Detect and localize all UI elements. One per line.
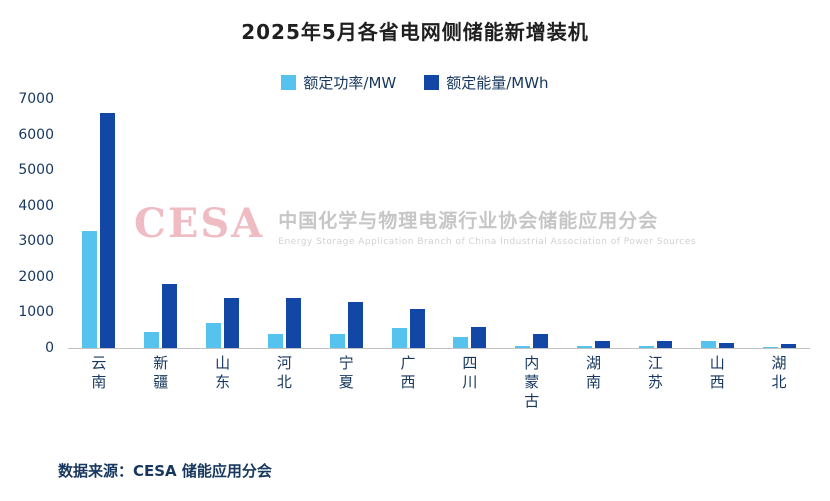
legend-swatch-power-icon [281,75,297,90]
bar [144,332,160,348]
x-axis-label: 湖 南 [586,354,602,391]
bar-group [253,99,315,348]
legend-label-power: 额定功率/MW [303,74,397,92]
bar [780,344,796,348]
y-tick-label: 3000 [18,233,54,250]
x-axis-label: 山 东 [215,354,231,391]
bar [515,345,531,348]
bar-group [315,99,377,348]
bar [656,340,672,348]
bar-group [563,99,625,348]
bar [577,345,593,348]
bar-group [748,99,810,348]
y-tick-label: 0 [45,340,54,356]
bar [285,298,301,348]
plot-area [68,99,810,349]
bar [224,298,240,348]
bar [718,342,734,348]
y-tick-label: 1000 [18,304,54,321]
x-axis-label: 湖 北 [771,354,787,391]
bar [82,230,98,348]
bar [162,283,178,348]
x-axis-label: 四 川 [462,354,478,391]
bar [267,333,283,348]
x-axis-label: 内 蒙 古 [524,354,540,410]
legend-label-energy: 额定能量/MWh [446,74,549,92]
bar-group [439,99,501,348]
bar [329,333,345,348]
x-axis-labels: 云 南新 疆山 东河 北宁 夏广 西四 川内 蒙 古湖 南江 苏山 西湖 北 [68,354,810,410]
x-axis-label: 山 西 [709,354,725,391]
bar [533,333,549,348]
bar-group [192,99,254,348]
bar [206,323,222,348]
legend-item-power: 额定功率/MW [281,72,396,93]
x-axis-label: 云 南 [91,354,107,391]
bar [595,340,611,348]
x-axis-label: 新 疆 [153,354,169,391]
bar [453,337,469,348]
y-tick-label: 6000 [18,126,54,143]
bar-group [624,99,686,348]
bar [347,301,363,348]
bar [100,113,116,348]
bar [700,340,716,348]
bar [762,346,778,348]
bar-group [130,99,192,348]
bar-group [68,99,130,348]
chart-title: 2025年5月各省电网侧储能新增装机 [241,20,589,44]
bar [409,308,425,348]
y-tick-label: 4000 [18,197,54,214]
legend: 额定功率/MW 额定能量/MWh [0,72,830,93]
data-source: 数据来源：CESA 储能应用分会 [58,462,272,480]
bar-group [501,99,563,348]
bar-group [377,99,439,348]
x-axis-label: 河 北 [276,354,292,391]
bar-group [686,99,748,348]
x-axis-label: 广 西 [400,354,416,391]
y-tick-label: 7000 [18,91,54,107]
bar [391,328,407,348]
x-axis-label: 宁 夏 [338,354,354,391]
y-tick-label: 5000 [18,162,54,179]
y-axis: 0 1000 2000 3000 4000 5000 6000 7000 [0,0,58,501]
legend-item-energy: 额定能量/MWh [424,72,549,93]
y-tick-label: 2000 [18,268,54,285]
legend-swatch-energy-icon [424,75,440,90]
x-axis-label: 江 苏 [647,354,663,391]
bar [471,326,487,348]
bar [638,345,654,348]
